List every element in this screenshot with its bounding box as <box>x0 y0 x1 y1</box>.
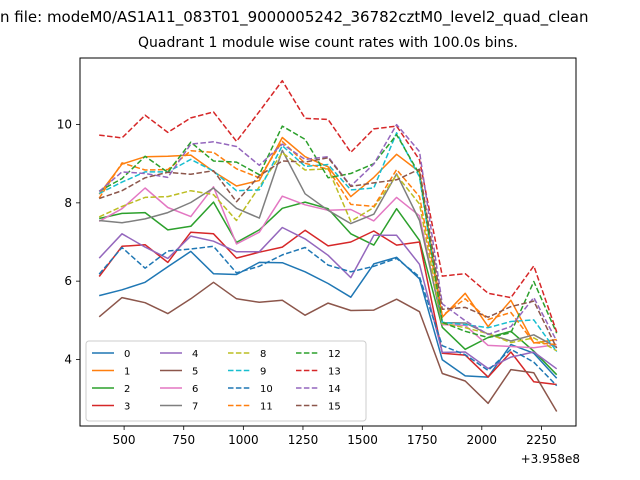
series-line-3 <box>98 229 557 386</box>
y-tick-label: 8 <box>64 196 72 210</box>
legend-label-12: 12 <box>328 349 341 360</box>
series-line-10 <box>98 245 558 387</box>
legend-label-9: 9 <box>260 367 266 378</box>
legend-label-0: 0 <box>124 349 130 360</box>
series-line-9 <box>98 132 558 353</box>
series-line-4 <box>98 226 558 370</box>
series-line-1 <box>98 136 557 344</box>
legend-label-4: 4 <box>192 349 198 360</box>
chart-title: Quadrant 1 module wise count rates with … <box>138 35 518 51</box>
legend-label-7: 7 <box>192 402 198 413</box>
legend-label-13: 13 <box>328 367 341 378</box>
y-tick-label: 4 <box>64 352 72 366</box>
x-tick-label: 1750 <box>407 433 438 447</box>
series-layer <box>98 79 558 412</box>
x-tick-label: 750 <box>172 433 195 447</box>
x-tick-label: 1000 <box>228 433 259 447</box>
plot-frame <box>79 57 577 427</box>
legend-label-5: 5 <box>192 367 198 378</box>
series-line-14 <box>98 123 558 342</box>
x-offset-label: +3.958e8 <box>520 452 580 466</box>
x-tick-label: 500 <box>113 433 136 447</box>
series-line-5 <box>98 281 558 412</box>
series-line-13 <box>99 79 558 333</box>
series-line-15 <box>98 157 558 349</box>
legend-label-14: 14 <box>328 384 341 395</box>
legend-box <box>85 340 367 422</box>
legend-label-10: 10 <box>260 384 273 395</box>
series-line-2 <box>99 201 558 376</box>
series-line-12 <box>98 125 558 339</box>
y-tick-label: 10 <box>57 118 72 132</box>
x-tick-label: 1250 <box>288 433 319 447</box>
legend-label-1: 1 <box>124 367 130 378</box>
legend-label-6: 6 <box>192 384 198 395</box>
figure-suptitle: n file: modeM0/AS1A11_083T01_9000005242_… <box>0 8 589 26</box>
series-line-0 <box>99 250 558 379</box>
legend-label-15: 15 <box>328 402 341 413</box>
x-tick-label: 2000 <box>467 433 498 447</box>
legend-label-11: 11 <box>260 402 273 413</box>
y-tick-label: 6 <box>64 274 72 288</box>
legend-label-8: 8 <box>260 349 266 360</box>
legend-label-3: 3 <box>124 402 130 413</box>
x-tick-label: 2250 <box>526 433 557 447</box>
legend-label-2: 2 <box>124 384 130 395</box>
x-tick-label: 1500 <box>347 433 378 447</box>
